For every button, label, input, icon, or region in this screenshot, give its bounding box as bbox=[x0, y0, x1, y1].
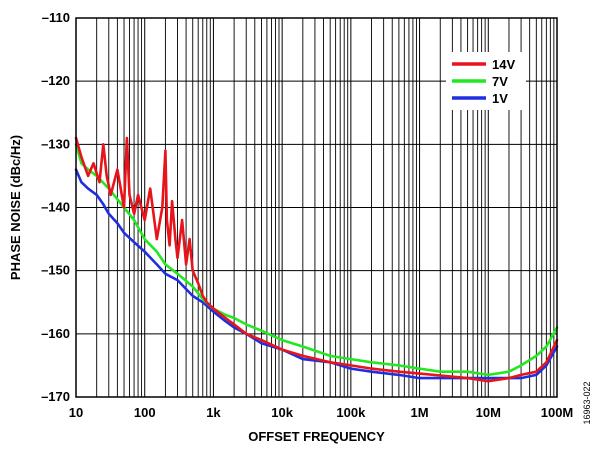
series-line-7v bbox=[74, 143, 559, 377]
series-line-14v bbox=[74, 136, 559, 383]
x-axis-title: OFFSET FREQUENCY bbox=[248, 429, 385, 444]
series-layer bbox=[74, 136, 559, 383]
x-tick-label: 1M bbox=[411, 405, 429, 420]
x-tick-label: 100M bbox=[541, 405, 574, 420]
x-tick-label: 10M bbox=[476, 405, 501, 420]
legend-label-7v: 7V bbox=[492, 74, 508, 89]
y-tick-label: –120 bbox=[41, 73, 70, 88]
plot-frame bbox=[75, 17, 558, 398]
x-tick-labels: 10 100 1k 10k 100k 1M 10M 100M bbox=[69, 405, 574, 420]
x-tick-label: 10k bbox=[271, 405, 293, 420]
grid bbox=[75, 17, 557, 398]
y-tick-label: –140 bbox=[41, 200, 70, 215]
legend-label-14v: 14V bbox=[492, 57, 515, 72]
y-tick-label: –130 bbox=[41, 136, 70, 151]
x-tick-label: 100 bbox=[134, 405, 156, 420]
y-tick-label: –170 bbox=[41, 389, 70, 404]
x-tick-label: 10 bbox=[69, 405, 83, 420]
x-tick-label: 100k bbox=[336, 405, 366, 420]
y-tick-label: –160 bbox=[41, 326, 70, 341]
legend: 14V 7V 1V bbox=[446, 52, 526, 110]
y-tick-label: –110 bbox=[42, 10, 70, 25]
figure-id: 16963-022 bbox=[582, 381, 592, 424]
legend-label-1v: 1V bbox=[492, 91, 508, 106]
y-axis-title: PHASE NOISE (dBc/Hz) bbox=[8, 135, 23, 280]
y-tick-label: –150 bbox=[41, 263, 70, 278]
y-tick-labels: –110 –120 –130 –140 –150 –160 –170 bbox=[41, 10, 70, 404]
x-tick-label: 1k bbox=[206, 405, 221, 420]
